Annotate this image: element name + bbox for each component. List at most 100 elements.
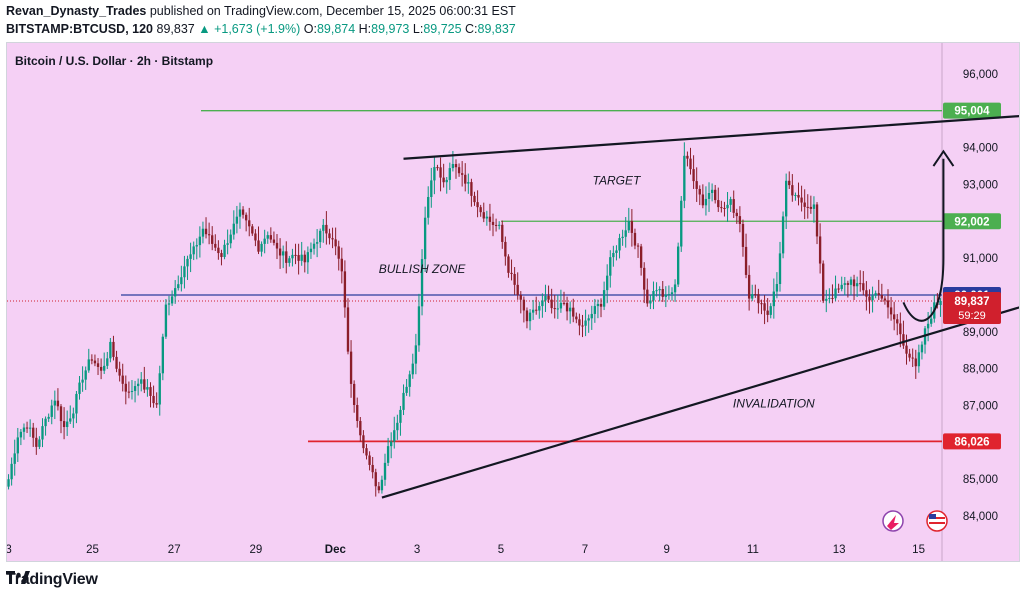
candle bbox=[544, 295, 547, 301]
y-tick-label: 89,000 bbox=[963, 327, 998, 339]
candle bbox=[322, 224, 325, 231]
candle bbox=[464, 174, 467, 184]
x-tick-label: Dec bbox=[325, 544, 347, 556]
candle bbox=[152, 395, 155, 404]
candle bbox=[655, 290, 658, 292]
current-price-tag bbox=[943, 292, 1001, 325]
candle bbox=[164, 304, 168, 337]
flag-stripe bbox=[929, 522, 945, 524]
price-chart[interactable]: 96,00094,00093,00092,00091,00090,00089,0… bbox=[7, 43, 1019, 561]
x-tick-label: 5 bbox=[498, 544, 504, 556]
candle bbox=[513, 273, 516, 285]
candle bbox=[312, 243, 316, 249]
candle bbox=[843, 283, 846, 285]
open-value: 89,874 bbox=[316, 22, 356, 36]
author-name[interactable]: Revan_Dynasty_Trades bbox=[6, 4, 147, 18]
candle bbox=[127, 391, 131, 393]
candle bbox=[920, 344, 924, 353]
candle bbox=[846, 283, 850, 285]
candle bbox=[815, 204, 819, 237]
candle bbox=[220, 253, 223, 258]
candle bbox=[158, 373, 161, 405]
y-tick-label: 88,000 bbox=[963, 364, 998, 376]
candle bbox=[291, 254, 294, 259]
candle bbox=[732, 199, 735, 213]
candle bbox=[896, 319, 899, 324]
candle bbox=[325, 224, 328, 234]
candle bbox=[547, 295, 550, 300]
candle bbox=[374, 472, 377, 487]
candle bbox=[772, 291, 775, 307]
candle bbox=[661, 289, 664, 297]
candle bbox=[32, 427, 35, 438]
candle bbox=[498, 224, 501, 226]
candle bbox=[624, 230, 627, 237]
candle bbox=[670, 292, 674, 295]
candle bbox=[319, 230, 322, 243]
candle bbox=[436, 167, 439, 169]
candle bbox=[155, 403, 158, 405]
candle bbox=[269, 235, 273, 240]
chart-title: Bitcoin / U.S. Dollar · 2h · Bitstamp bbox=[15, 54, 213, 68]
candle bbox=[207, 234, 211, 236]
x-tick-label: 11 bbox=[747, 544, 759, 556]
candle bbox=[930, 318, 933, 324]
candle bbox=[939, 301, 942, 306]
candle bbox=[689, 158, 692, 170]
y-tick-label: 85,000 bbox=[963, 474, 998, 486]
last-price: 89,837 bbox=[156, 22, 195, 36]
candle bbox=[180, 277, 183, 285]
candle bbox=[673, 284, 677, 293]
current-price-text: 89,837 bbox=[954, 296, 989, 308]
candle bbox=[806, 206, 809, 208]
candle bbox=[306, 252, 310, 263]
candle bbox=[602, 290, 606, 307]
candle bbox=[365, 448, 368, 456]
candle bbox=[346, 307, 350, 352]
candle bbox=[50, 405, 53, 417]
candle bbox=[263, 238, 266, 244]
candle bbox=[784, 180, 788, 217]
x-tick-label: 27 bbox=[168, 544, 181, 556]
candle bbox=[794, 194, 797, 196]
y-tick-label: 84,000 bbox=[963, 511, 998, 523]
chart-area[interactable]: 96,00094,00093,00092,00091,00090,00089,0… bbox=[6, 42, 1020, 562]
bar-countdown-text: 59:29 bbox=[958, 310, 986, 322]
candle bbox=[587, 318, 590, 321]
candle bbox=[686, 155, 689, 159]
level-price-tag bbox=[943, 213, 1001, 230]
candle bbox=[328, 233, 331, 239]
candle bbox=[109, 341, 112, 359]
candle bbox=[892, 314, 896, 320]
candle bbox=[849, 279, 853, 285]
candle bbox=[99, 366, 103, 371]
candle bbox=[633, 232, 637, 246]
candle bbox=[877, 293, 880, 295]
candle bbox=[260, 243, 263, 252]
candle bbox=[288, 258, 291, 263]
candle bbox=[309, 248, 313, 253]
candle bbox=[340, 258, 343, 272]
candle bbox=[352, 383, 356, 405]
candle bbox=[606, 275, 609, 291]
brand-name[interactable]: TradingView bbox=[6, 571, 98, 588]
candle bbox=[362, 435, 365, 449]
open-label: O: bbox=[303, 22, 317, 36]
candle bbox=[874, 293, 877, 296]
candle bbox=[140, 379, 143, 384]
candle bbox=[667, 294, 671, 296]
candle bbox=[775, 284, 779, 292]
candle bbox=[282, 251, 285, 256]
candle bbox=[278, 248, 282, 256]
candle bbox=[747, 274, 751, 299]
candle bbox=[442, 177, 445, 183]
candle bbox=[47, 416, 50, 419]
candle bbox=[467, 182, 470, 184]
candle bbox=[778, 253, 782, 285]
candle bbox=[837, 288, 840, 290]
candle bbox=[383, 462, 387, 480]
candle bbox=[133, 386, 137, 391]
published-text: published on TradingView.com, December 1… bbox=[149, 4, 516, 18]
publish-info: Revan_Dynasty_Trades published on Tradin… bbox=[6, 4, 516, 18]
candle bbox=[244, 214, 248, 221]
